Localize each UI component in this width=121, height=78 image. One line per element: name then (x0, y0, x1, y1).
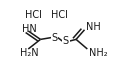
Text: HN: HN (22, 24, 36, 34)
Text: HCl: HCl (51, 10, 68, 20)
Text: S: S (51, 33, 58, 43)
Text: S: S (63, 36, 69, 46)
Text: HCl: HCl (25, 10, 42, 20)
Text: H₂N: H₂N (20, 48, 38, 58)
Text: NH₂: NH₂ (89, 48, 108, 58)
Text: NH: NH (86, 22, 101, 32)
